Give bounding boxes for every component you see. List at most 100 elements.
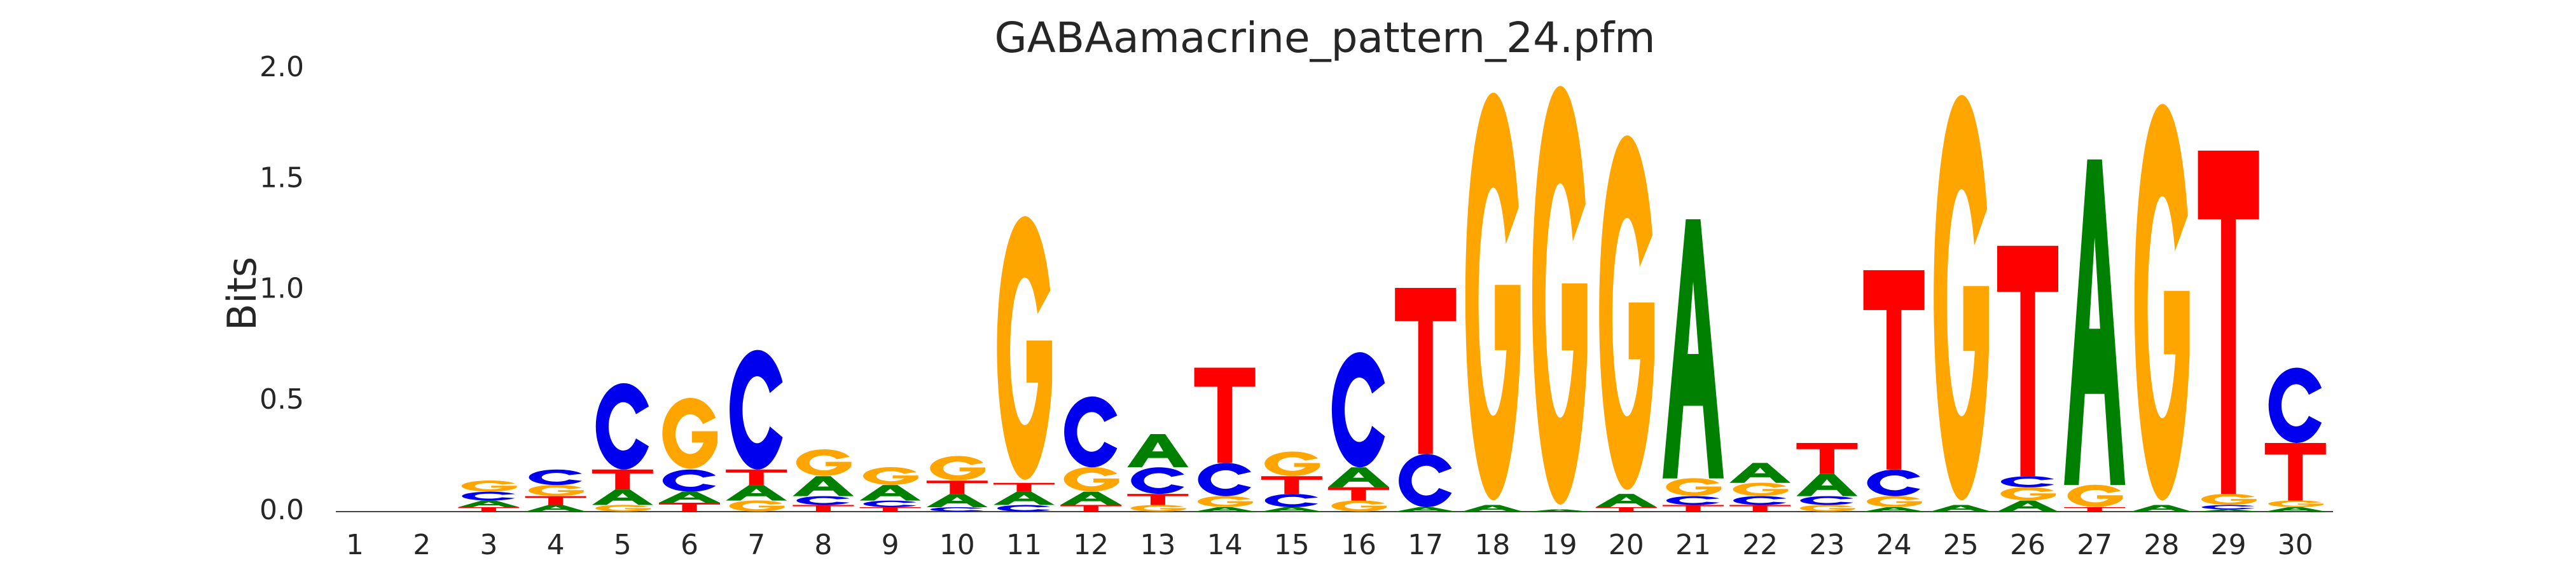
x-tick-label: 22: [1742, 529, 1778, 561]
x-tick-label: 2: [413, 529, 431, 561]
logo-letter-G: [1197, 496, 1253, 507]
logo-letter-A: [2264, 507, 2326, 512]
logo-letter-G: [1063, 466, 1119, 492]
x-tick-label: 21: [1675, 529, 1711, 561]
logo-letter-C: [1064, 396, 1118, 468]
x-tick-label: 27: [2077, 529, 2112, 561]
x-tick-label: 12: [1073, 529, 1109, 561]
logo-letter-A: [726, 485, 787, 501]
x-tick-label: 17: [1408, 529, 1443, 561]
logo-letter-T: [2198, 150, 2259, 494]
logo-letter-A: [994, 491, 1055, 505]
x-tick-label: 19: [1542, 529, 1577, 561]
logo-letter-G: [2268, 500, 2323, 507]
x-tick-label: 15: [1274, 529, 1310, 561]
logo-letter-C: [1198, 463, 1251, 496]
logo-letter-G: [1465, 92, 1521, 501]
logo-letter-C: [997, 505, 1051, 512]
logo-letter-G: [1799, 505, 1855, 512]
logo-letter-T: [592, 469, 653, 490]
x-tick-label: 13: [1140, 529, 1175, 561]
x-tick-label: 9: [882, 529, 899, 561]
logo-letter-A: [1194, 507, 1256, 512]
logo-column-15: [1261, 451, 1322, 512]
logo-column-8: [793, 449, 854, 512]
logo-column-26: [1997, 245, 2058, 512]
logo-column-24: [1863, 270, 1925, 512]
logo-letter-A: [1729, 463, 1791, 483]
logo-letter-T: [994, 482, 1055, 492]
logo-letter-T: [1796, 442, 1858, 474]
logo-letter-G: [1130, 505, 1186, 512]
logo-column-18: [1462, 92, 1523, 512]
logo-letter-C: [1331, 352, 1385, 468]
logo-letter-G: [1331, 500, 1387, 512]
logo-letter-A: [1595, 494, 1657, 508]
logo-letter-T: [1194, 367, 1256, 463]
logo-letter-T: [859, 507, 921, 512]
x-tick-label: 7: [747, 529, 765, 561]
logo-letter-G: [1264, 451, 1320, 476]
logo-column-3: [458, 480, 520, 512]
logo-column-17: [1395, 288, 1457, 512]
logo-column-25: [1930, 95, 1991, 512]
logo-letter-T: [1395, 288, 1457, 454]
logo-letter-A: [1997, 500, 2058, 512]
logo-letter-G: [796, 449, 852, 476]
logo-letter-A: [1060, 491, 1122, 505]
logo-column-27: [2064, 159, 2126, 512]
logo-letter-G: [930, 456, 985, 480]
logo-column-11: [994, 216, 1055, 512]
logo-letter-C: [2000, 476, 2054, 487]
logo-column-20: [1595, 135, 1657, 512]
y-tick-label: 1.0: [260, 273, 304, 305]
logo-letter-T: [1261, 476, 1322, 494]
y-axis-label: Bits: [219, 257, 265, 330]
chart-title: GABAamacrine_pattern_24.pfm: [995, 13, 1656, 62]
x-tick-label: 29: [2211, 529, 2247, 561]
logo-column-19: [1528, 86, 1590, 512]
logo-letter-stacks: [458, 86, 2326, 512]
logo-letter-T: [2064, 507, 2126, 512]
logo-letter-G: [862, 466, 918, 485]
logo-letter-T: [1595, 507, 1657, 512]
logo-column-12: [1060, 396, 1122, 512]
logo-letter-G: [2134, 104, 2190, 501]
x-tick-label: 24: [1876, 529, 1912, 561]
logo-letter-G: [2000, 487, 2056, 501]
x-tick-label: 6: [681, 529, 698, 561]
x-tick-label: 23: [1809, 529, 1845, 561]
x-tick-label: 26: [2010, 529, 2046, 561]
logo-letter-A: [2131, 505, 2192, 512]
x-tick-label: 20: [1609, 529, 1644, 561]
logo-letter-G: [2201, 493, 2257, 505]
logo-letter-T: [458, 507, 520, 512]
logo-letter-A: [1863, 507, 1925, 512]
logo-column-29: [2198, 150, 2259, 512]
logo-letter-A: [1462, 505, 1523, 512]
logo-letter-C: [1800, 496, 1853, 505]
x-tick-label: 11: [1006, 529, 1042, 561]
logo-letter-A: [1930, 505, 1991, 512]
y-tick-label: 2.0: [260, 51, 304, 83]
logo-letter-A: [659, 491, 720, 503]
logo-letter-G: [997, 216, 1053, 480]
x-tick-label: 18: [1474, 529, 1510, 561]
logo-letter-G: [1733, 482, 1789, 496]
x-tick-label: 28: [2143, 529, 2179, 561]
x-tick-label: 16: [1341, 529, 1376, 561]
logo-column-4: [525, 469, 586, 512]
logo-letter-A: [525, 505, 586, 512]
logo-letter-G: [528, 484, 584, 496]
logo-letter-C: [1867, 469, 1920, 496]
logo-letter-A: [592, 489, 653, 505]
logo-letter-A: [1395, 507, 1457, 512]
logo-letter-A: [1127, 434, 1189, 468]
logo-column-5: [592, 383, 653, 512]
logo-letter-A: [2064, 159, 2126, 486]
x-tick-label: 5: [614, 529, 632, 561]
logo-letter-G: [1666, 478, 1722, 496]
logo-letter-C: [1399, 454, 1452, 508]
logo-letter-T: [793, 505, 854, 512]
